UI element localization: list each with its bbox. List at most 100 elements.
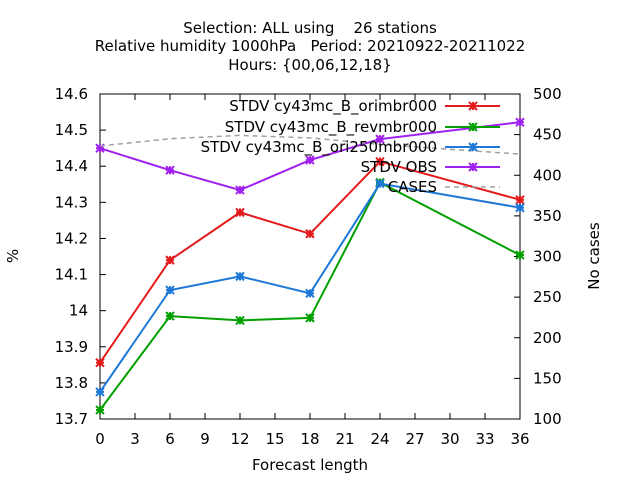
x-tick-label: 27 bbox=[405, 430, 424, 448]
data-point bbox=[515, 195, 525, 205]
y-tick-label: 14.5 bbox=[55, 121, 88, 139]
series-4 bbox=[99, 134, 521, 155]
marker-d2 bbox=[375, 178, 385, 189]
y-axis-ticks: 13.7 13.8 13.9 14 14.1 14.2 14.3 14.4 14.5 14.6 bbox=[55, 85, 106, 428]
data-point bbox=[165, 165, 175, 175]
series-line bbox=[99, 121, 521, 192]
data-point bbox=[375, 178, 385, 189]
legend-label: CASES bbox=[388, 178, 437, 196]
data-point bbox=[305, 288, 315, 299]
x-axis-label: Forecast length bbox=[252, 456, 368, 474]
title-line-2: Relative humidity 1000hPa Period: 202109… bbox=[95, 37, 526, 55]
series-line bbox=[99, 182, 521, 393]
series-2 bbox=[95, 178, 525, 397]
data-point bbox=[515, 203, 525, 213]
legend-entry: STDV OBS bbox=[361, 158, 500, 176]
data-point bbox=[95, 387, 105, 397]
title-line-1: Selection: ALL using 26 stations bbox=[183, 19, 437, 37]
legend-entry: STDV cy43mc_B_orimbr000 bbox=[229, 97, 500, 116]
legend-marker bbox=[468, 142, 478, 152]
legend-marker bbox=[468, 101, 478, 111]
legend-entry: STDV cy43mc_B_revmbr000 bbox=[225, 118, 500, 137]
marker-d2 bbox=[305, 288, 315, 299]
marker-d2 bbox=[165, 255, 175, 265]
data-point bbox=[165, 311, 175, 321]
y2-tick-label: 100 bbox=[533, 410, 562, 428]
x-tick-label: 0 bbox=[95, 430, 105, 448]
marker-d2 bbox=[468, 122, 478, 132]
marker-d2 bbox=[165, 311, 175, 321]
marker-d2 bbox=[235, 315, 245, 326]
marker-d2 bbox=[305, 155, 315, 165]
series-line bbox=[99, 134, 521, 155]
data-point bbox=[165, 255, 175, 265]
legend-entry: STDV cy43mc_B_ori250mbr000 bbox=[201, 138, 500, 157]
y2-tick-label: 300 bbox=[533, 248, 562, 266]
y2-axis-label: No cases bbox=[585, 222, 603, 290]
x-tick-label: 21 bbox=[335, 430, 354, 448]
data-point bbox=[375, 134, 385, 144]
data-point bbox=[165, 285, 175, 295]
x-tick-label: 18 bbox=[300, 430, 319, 448]
series-line bbox=[99, 181, 521, 411]
x-tick-label: 9 bbox=[200, 430, 210, 448]
y2-tick-label: 350 bbox=[533, 207, 562, 225]
marker-d2 bbox=[305, 313, 315, 323]
legend-marker bbox=[468, 162, 478, 172]
data-point bbox=[305, 313, 315, 323]
x-tick-label: 36 bbox=[510, 430, 529, 448]
legend-label: STDV cy43mc_B_ori250mbr000 bbox=[201, 138, 437, 157]
data-point bbox=[235, 207, 245, 218]
data-point bbox=[235, 185, 245, 195]
series-3 bbox=[95, 117, 525, 195]
data-point bbox=[235, 271, 245, 282]
y-tick-label: 14.3 bbox=[55, 193, 88, 211]
marker-d2 bbox=[375, 134, 385, 144]
series-layer bbox=[95, 117, 525, 415]
data-point bbox=[515, 250, 525, 260]
marker-d2 bbox=[515, 203, 525, 213]
x-axis-ticks: 0 3 6 9 12 15 18 21 24 27 30 33 36 bbox=[95, 94, 530, 448]
legend-label: STDV cy43mc_B_revmbr000 bbox=[225, 118, 437, 137]
x-tick-label: 24 bbox=[370, 430, 389, 448]
x-tick-label: 12 bbox=[230, 430, 249, 448]
y2-tick-label: 250 bbox=[533, 288, 562, 306]
chart-title: Selection: ALL using 26 stations Relativ… bbox=[95, 19, 526, 74]
marker-d2 bbox=[235, 207, 245, 218]
marker-d2 bbox=[235, 271, 245, 282]
data-point bbox=[95, 405, 105, 415]
series-line bbox=[99, 160, 521, 364]
y-tick-label: 14 bbox=[69, 302, 88, 320]
marker-d2 bbox=[468, 142, 478, 152]
marker-d2 bbox=[468, 162, 478, 172]
marker-d2 bbox=[375, 156, 385, 167]
marker-d2 bbox=[95, 405, 105, 415]
data-point bbox=[515, 117, 525, 127]
marker-d2 bbox=[165, 165, 175, 175]
data-point bbox=[235, 315, 245, 326]
y-tick-label: 14.2 bbox=[55, 229, 88, 247]
data-point bbox=[95, 357, 105, 368]
y-tick-label: 13.7 bbox=[55, 410, 88, 428]
marker-d2 bbox=[468, 101, 478, 111]
legend-marker bbox=[468, 122, 478, 132]
marker-d2 bbox=[305, 229, 315, 239]
data-point bbox=[305, 155, 315, 165]
marker-d2 bbox=[515, 195, 525, 205]
legend-label: STDV cy43mc_B_orimbr000 bbox=[229, 97, 437, 116]
marker-d2 bbox=[515, 250, 525, 260]
y-tick-label: 13.9 bbox=[55, 338, 88, 356]
y2-tick-label: 150 bbox=[533, 369, 562, 387]
legend: STDV cy43mc_B_orimbr000 STDV cy43mc_B_rev… bbox=[201, 97, 500, 196]
legend-label: STDV OBS bbox=[361, 158, 437, 176]
y2-tick-label: 400 bbox=[533, 166, 562, 184]
y2-tick-label: 500 bbox=[533, 85, 562, 103]
x-tick-label: 33 bbox=[475, 430, 494, 448]
x-tick-label: 30 bbox=[440, 430, 459, 448]
x-tick-label: 6 bbox=[165, 430, 175, 448]
marker-d2 bbox=[165, 285, 175, 295]
y2-tick-label: 450 bbox=[533, 126, 562, 144]
y-tick-label: 13.8 bbox=[55, 374, 88, 392]
data-point bbox=[375, 156, 385, 167]
